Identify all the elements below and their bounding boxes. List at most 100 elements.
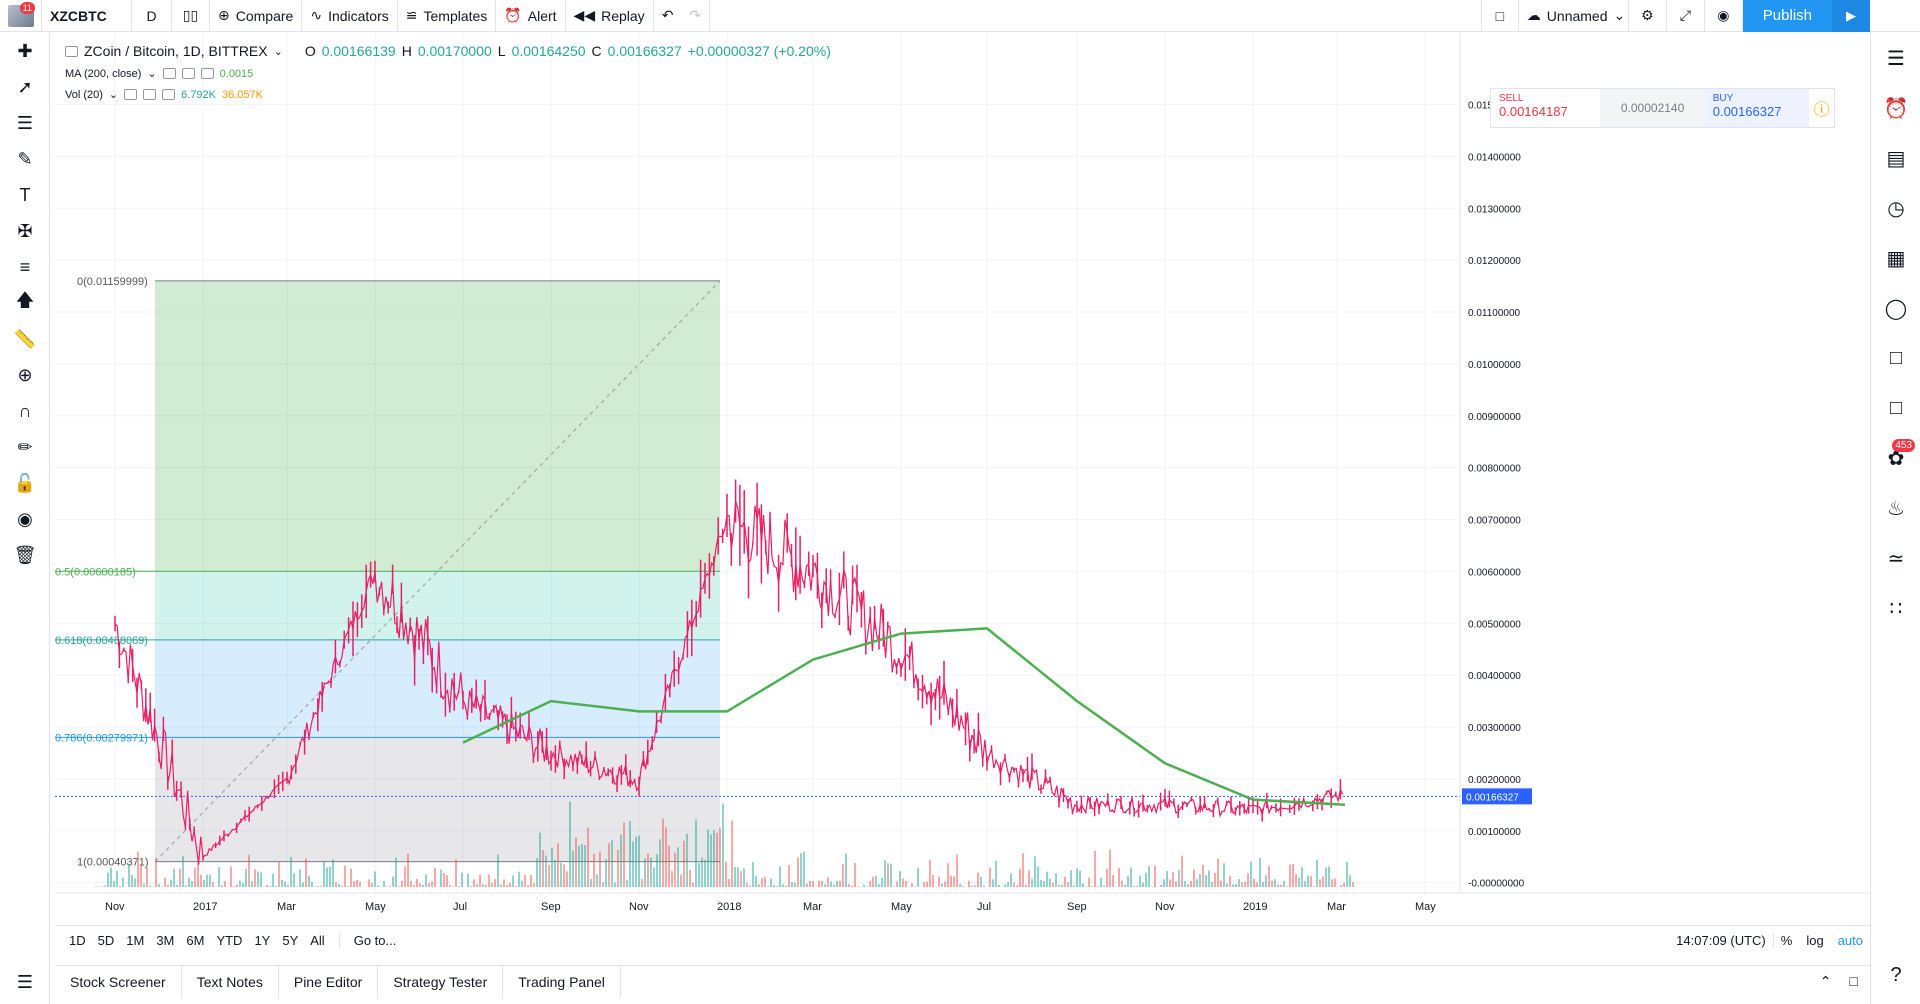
ma-label[interactable]: MA (200, close): [65, 67, 142, 80]
vol-remove-button[interactable]: [162, 89, 176, 100]
volume-bar: [1097, 886, 1099, 887]
collapse-legend-button[interactable]: [65, 45, 78, 57]
eye-toggle-button[interactable]: [162, 68, 176, 79]
redo-button[interactable]: ↷: [681, 0, 711, 32]
prediction-icon[interactable]: ≡: [19, 256, 31, 277]
volume-bar: [170, 879, 172, 887]
alert-button[interactable]: ⏰ Alert: [496, 0, 566, 32]
vol-label[interactable]: Vol (20): [65, 88, 103, 101]
hotlist-icon[interactable]: ◷: [1887, 197, 1905, 220]
lock-drawing-icon[interactable]: ✏: [17, 436, 33, 457]
volume-bar: [716, 832, 718, 887]
range-5y[interactable]: 5Y: [282, 933, 299, 948]
volume-bar: [452, 886, 454, 887]
open-label: O: [304, 43, 316, 59]
fullscreen-layout-button[interactable]: □: [1480, 0, 1519, 32]
compare-button[interactable]: ⊕ Compare: [210, 0, 303, 32]
settings-button[interactable]: ⚙: [1629, 0, 1667, 32]
chart-pane[interactable]: 0(0.01159999) 0.5(0.00600185) 0.618(0.0046…: [55, 33, 1870, 920]
buy-button[interactable]: BUY 0.00166327: [1704, 89, 1810, 127]
percent-toggle[interactable]: %: [1772, 933, 1800, 948]
vol-settings-button[interactable]: [143, 89, 157, 100]
zoom-icon[interactable]: ⊕: [17, 364, 33, 385]
range-ytd[interactable]: YTD: [216, 933, 243, 948]
tab-pine-editor[interactable]: Pine Editor: [279, 965, 379, 998]
tab-strategy-tester[interactable]: Strategy Tester: [378, 965, 504, 998]
volume-bar: [1349, 875, 1351, 887]
sell-button[interactable]: SELL 0.00164187: [1491, 89, 1601, 127]
volume-bar: [1250, 861, 1252, 887]
undo-button[interactable]: ↶: [654, 0, 682, 32]
trading-icon[interactable]: ≃: [1887, 547, 1905, 570]
indicators-button[interactable]: ∿ Indicators: [302, 0, 398, 32]
chevron-up-icon[interactable]: ⌃: [1819, 973, 1832, 989]
ideas-icon[interactable]: ◯: [1884, 297, 1908, 320]
user-avatar[interactable]: 11: [0, 0, 42, 32]
arrow-up-icon[interactable]: 🡅: [15, 290, 35, 310]
log-toggle[interactable]: log: [1806, 933, 1824, 948]
replay-button[interactable]: ◀◀ Replay: [566, 0, 654, 32]
volume-bar: [176, 884, 178, 887]
volume-bar: [398, 886, 400, 887]
fullscreen-button[interactable]: ⤢: [1667, 0, 1705, 32]
trendline-icon[interactable]: ➚: [17, 76, 33, 97]
maximize-icon[interactable]: □: [1849, 973, 1858, 989]
dom-icon[interactable]: ∷: [1889, 597, 1903, 620]
snapshot-button[interactable]: ◉: [1705, 0, 1743, 32]
auto-toggle[interactable]: auto: [1837, 933, 1863, 948]
range-all[interactable]: All: [310, 933, 325, 948]
remove-indicator-button[interactable]: [200, 68, 214, 79]
tab-trading-panel[interactable]: Trading Panel: [503, 965, 621, 998]
publish-button[interactable]: Publish: [1742, 0, 1832, 32]
magnet-icon[interactable]: ∩: [18, 400, 32, 421]
tab-text-notes[interactable]: Text Notes: [182, 965, 279, 998]
range-1y[interactable]: 1Y: [254, 933, 271, 948]
range-6m[interactable]: 6M: [186, 933, 205, 948]
calendar-icon[interactable]: ▤: [1886, 147, 1906, 170]
crosshair-icon[interactable]: ✚: [17, 40, 33, 61]
layout-name-button[interactable]: ☁ Unnamed ⌄: [1519, 0, 1629, 32]
range-5d[interactable]: 5D: [97, 933, 115, 948]
range-1m[interactable]: 1M: [126, 933, 145, 948]
brush-icon[interactable]: ✎: [17, 148, 33, 169]
fib-lines-icon[interactable]: ☰: [16, 112, 34, 133]
symbol-search[interactable]: XZCBTC: [42, 0, 132, 32]
time-tick-label: 2019: [1243, 901, 1267, 913]
info-icon[interactable]: ⓘ: [1813, 102, 1830, 119]
volume-bar: [395, 857, 397, 887]
text-icon[interactable]: T: [19, 184, 31, 205]
goto-button[interactable]: Go to...: [338, 933, 404, 948]
vol-eye-button[interactable]: [124, 89, 138, 100]
help-icon[interactable]: ?: [1890, 963, 1902, 986]
volume-bar: [593, 853, 595, 887]
tab-stock-screener[interactable]: Stock Screener: [55, 965, 182, 998]
streams-icon[interactable]: ✿ 453: [1871, 433, 1920, 483]
volume-bar: [1109, 849, 1111, 887]
volume-bar: [737, 867, 739, 887]
volume-bar: [146, 867, 148, 887]
ruler-icon[interactable]: 📏: [13, 328, 37, 349]
notifications-icon[interactable]: ♨: [1887, 497, 1905, 520]
alarm-clock-icon[interactable]: ⏰: [1883, 97, 1909, 120]
watchlist-icon[interactable]: ☰: [1887, 47, 1905, 70]
trash-icon[interactable]: 🗑: [13, 544, 37, 565]
lock-icon[interactable]: 🔓: [13, 472, 37, 493]
settings-toggle-button[interactable]: [181, 68, 195, 79]
price-chart[interactable]: 0(0.01159999) 0.5(0.00600185) 0.618(0.0046…: [55, 33, 1870, 920]
calculator-icon[interactable]: ▦: [1886, 247, 1906, 270]
range-bar: 1D 5D 1M 3M 6M YTD 1Y 5Y All Go to... 14:07:09 (…: [55, 925, 1870, 955]
eye-icon[interactable]: ◉: [17, 508, 33, 529]
range-1d[interactable]: 1D: [69, 933, 86, 948]
publish-video-button[interactable]: ▶: [1832, 0, 1870, 32]
templates-button[interactable]: ≌ Templates: [398, 0, 497, 32]
volume-bar: [311, 881, 313, 887]
layers-icon[interactable]: ☰: [16, 971, 34, 992]
volume-bar: [1220, 880, 1222, 887]
range-3m[interactable]: 3M: [156, 933, 175, 948]
pattern-icon[interactable]: ✠: [17, 220, 33, 241]
private-chat-icon[interactable]: □: [1889, 396, 1903, 419]
time-tick-label: Mar: [277, 901, 296, 913]
chart-type-button[interactable]: ▯▯: [172, 0, 210, 32]
interval-button[interactable]: D: [132, 0, 172, 32]
chat-icon[interactable]: □: [1889, 346, 1903, 369]
